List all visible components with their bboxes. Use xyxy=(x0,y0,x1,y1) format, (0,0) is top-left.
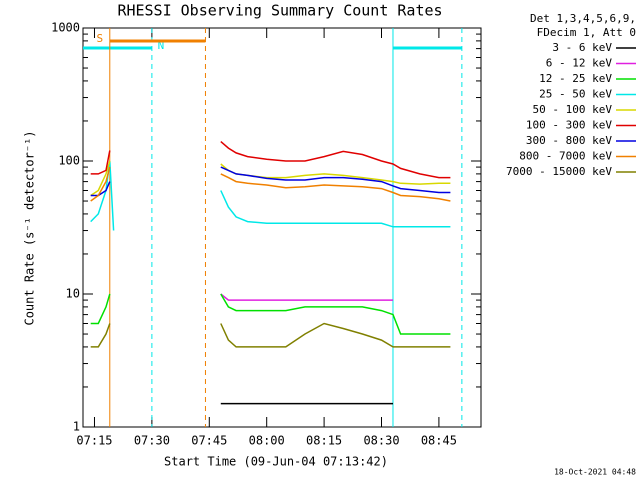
y-tick-label: 1000 xyxy=(51,21,80,35)
legend-label: 50 - 100 keV xyxy=(533,103,613,116)
legend-label: 12 - 25 keV xyxy=(539,72,612,85)
legend-label: 800 - 7000 keV xyxy=(519,150,612,163)
series-line xyxy=(90,293,451,335)
legend-label: 25 - 50 keV xyxy=(539,88,612,101)
y-tick-label: 10 xyxy=(66,287,80,301)
x-axis-label: Start Time (09-Jun-04 07:13:42) xyxy=(164,455,388,469)
footer: 18-Oct-2021 04:48 xyxy=(554,468,636,477)
series-line xyxy=(90,166,451,202)
series-line xyxy=(90,160,451,231)
legend-label: 7000 - 15000 keV xyxy=(506,165,612,178)
legend-label: 300 - 800 keV xyxy=(526,134,612,147)
series-line xyxy=(90,322,451,348)
x-tick-label: 08:00 xyxy=(249,434,285,448)
legend-header: FDecim 1, Att 0 xyxy=(537,26,636,39)
legend-label: 3 - 6 keV xyxy=(552,41,612,54)
y-axis-label: Count Rate (s⁻¹ detector⁻¹) xyxy=(23,130,37,325)
legend-label: 100 - 300 keV xyxy=(526,119,612,132)
x-tick-label: 08:15 xyxy=(306,434,342,448)
y-tick-label: 1 xyxy=(73,420,80,434)
x-tick-label: 07:30 xyxy=(134,434,170,448)
y-tick-label: 100 xyxy=(58,154,80,168)
series-line xyxy=(90,141,451,179)
x-tick-label: 08:45 xyxy=(421,434,457,448)
x-tick-label: 07:15 xyxy=(76,434,112,448)
legend-label: 6 - 12 keV xyxy=(546,57,613,70)
plot-frame xyxy=(82,27,482,428)
x-tick-label: 08:30 xyxy=(363,434,399,448)
interval-label: S xyxy=(96,32,103,45)
chart-title: RHESSI Observing Summary Count Rates xyxy=(117,2,442,20)
x-tick-label: 07:45 xyxy=(191,434,227,448)
interval-label: N xyxy=(158,39,165,52)
legend-header: Det 1,3,4,5,6,9, xyxy=(530,12,636,25)
series-line xyxy=(90,166,451,197)
series-line xyxy=(220,293,393,301)
